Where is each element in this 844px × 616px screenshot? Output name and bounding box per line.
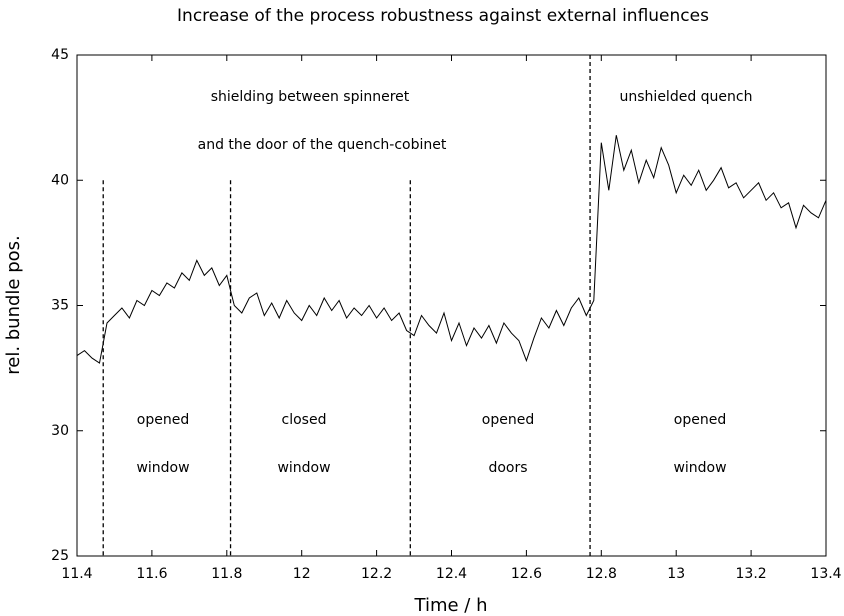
annotation: opened <box>482 412 534 428</box>
x-tick-label: 11.4 <box>61 566 92 582</box>
plot-frame <box>76 54 827 557</box>
data-line <box>76 135 827 364</box>
y-tick-label: 40 <box>51 172 69 188</box>
annotation: opened <box>137 412 189 428</box>
annotation: unshielded quench <box>620 89 753 105</box>
x-tick-label: 13 <box>667 566 685 582</box>
x-tick-label: 12.4 <box>436 566 467 582</box>
annotation: opened <box>674 412 726 428</box>
annotation: window <box>277 460 330 476</box>
x-axis-label: Time / h <box>414 595 488 616</box>
y-tick-label: 35 <box>51 298 69 314</box>
x-tick-label: 11.6 <box>136 566 167 582</box>
x-tick-label: 12.6 <box>511 566 542 582</box>
x-tick-label: 13.2 <box>736 566 767 582</box>
y-tick-label: 45 <box>51 47 69 63</box>
annotation: doors <box>488 460 527 476</box>
annotation: shielding between spinneret <box>211 89 410 105</box>
annotation: window <box>673 460 726 476</box>
x-tick-label: 13.4 <box>810 566 841 582</box>
y-tick-label: 30 <box>51 423 69 439</box>
x-tick-label: 11.8 <box>211 566 242 582</box>
annotation: window <box>136 460 189 476</box>
annotation: closed <box>282 412 327 428</box>
y-axis-label: rel. bundle pos. <box>3 235 24 375</box>
x-tick-label: 12 <box>293 566 311 582</box>
annotation: and the door of the quench-cobinet <box>198 137 447 153</box>
y-tick-label: 25 <box>51 548 69 564</box>
x-tick-label: 12.2 <box>361 566 392 582</box>
x-tick-label: 12.8 <box>586 566 617 582</box>
chart-title: Increase of the process robustness again… <box>177 6 709 26</box>
